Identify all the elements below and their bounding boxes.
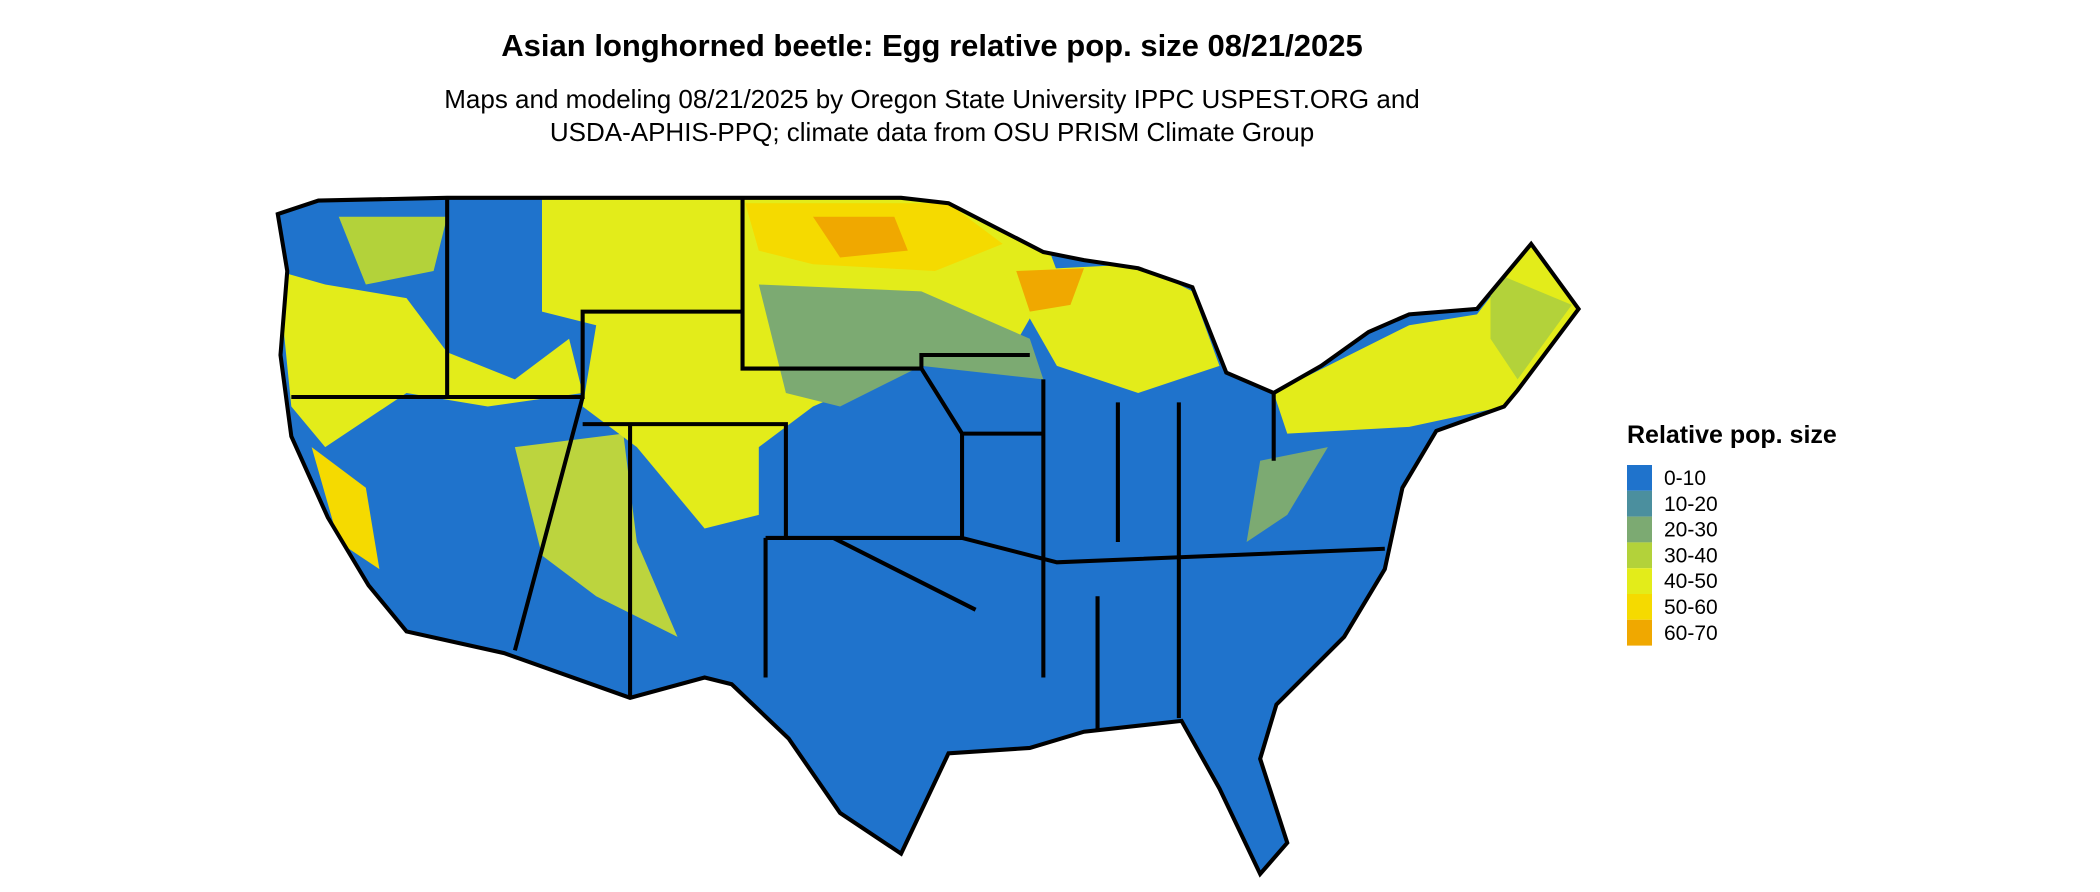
legend-swatch: [1627, 594, 1652, 620]
legend-swatch: [1627, 542, 1652, 569]
legend-label: 40-50: [1664, 570, 1718, 593]
legend-label: 50-60: [1664, 596, 1718, 619]
legend-label: 60-70: [1664, 622, 1718, 645]
subtitle-line: USDA-APHIS-PPQ; climate data from OSU PR…: [550, 117, 1314, 147]
state-borders: [278, 198, 1579, 874]
legend-label: 0-10: [1664, 467, 1706, 490]
legend-swatch: [1627, 516, 1652, 543]
patches: [277, 197, 1579, 637]
us-map: [278, 198, 1579, 874]
legend-label: 10-20: [1664, 493, 1718, 516]
legend-label: 20-30: [1664, 519, 1718, 542]
legend-swatch: [1627, 465, 1652, 491]
legend-swatch: [1627, 490, 1652, 517]
subtitle-line: Maps and modeling 08/21/2025 by Oregon S…: [444, 84, 1420, 114]
title: Asian longhorned beetle: Egg relative po…: [501, 28, 1362, 63]
legend-label: 30-40: [1664, 544, 1718, 567]
legend-swatch: [1627, 568, 1652, 594]
legend-title: Relative pop. size: [1627, 421, 1837, 449]
legend-swatch: [1627, 619, 1652, 646]
